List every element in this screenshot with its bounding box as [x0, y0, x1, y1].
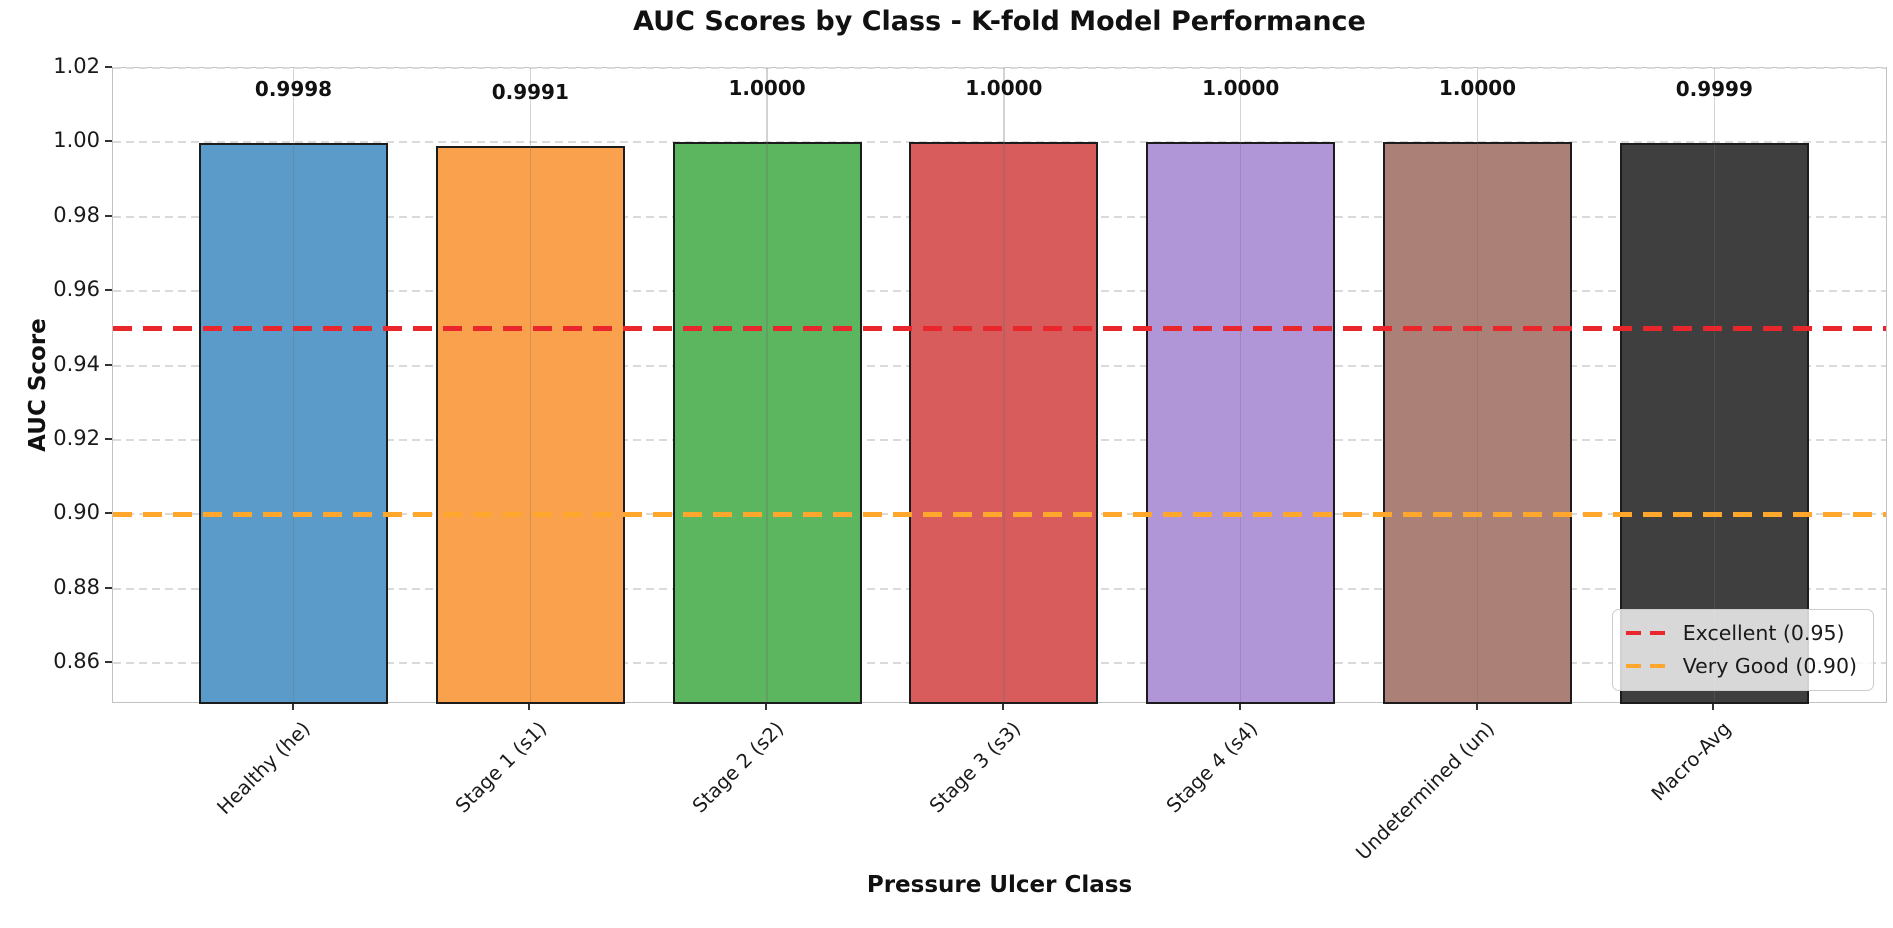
y-tick-label: 0.88: [53, 574, 100, 599]
legend-dashed-line-sample: [1625, 630, 1670, 636]
bar-value-label: 0.9998: [254, 77, 333, 102]
y-tick-mark: [105, 66, 112, 68]
bar-Stage 3 (s3): [909, 142, 1099, 704]
x-tick-label: Stage 4 (s4): [1161, 717, 1262, 818]
x-tick-label: Stage 3 (s3): [924, 717, 1026, 818]
bar-Stage 1 (s1): [435, 145, 625, 704]
legend-dashed-line-sample: [1625, 663, 1670, 669]
bar-Stage 2 (s2): [672, 142, 862, 704]
y-tick-label: 0.96: [53, 277, 100, 302]
y-tick-mark: [105, 586, 112, 589]
legend: Excellent (0.95) Very Good (0.90): [1611, 609, 1874, 691]
y-tick-label: 0.86: [53, 649, 100, 674]
x-gridline: [1713, 68, 1715, 702]
x-tick-mark: [1001, 703, 1004, 710]
y-tick-mark: [105, 661, 112, 664]
plot-area: 0.9998 0.9991 1.0000 1.0000 1.0000 1.0000 0.99…: [112, 67, 1887, 704]
reference-line-0.95: [113, 326, 1886, 331]
x-tick-label: Stage 1 (s1): [451, 717, 552, 818]
y-tick-mark: [105, 289, 112, 292]
x-tick-mark: [291, 703, 294, 710]
x-tick-mark: [1475, 703, 1478, 710]
bar-Undetermined (un): [1383, 142, 1572, 704]
x-gridline: [1476, 68, 1479, 702]
x-gridline: [529, 68, 531, 702]
legend-entry: Excellent (0.95): [1625, 621, 1857, 645]
legend-entry: Very Good (0.90): [1625, 654, 1857, 678]
bar-Healthy (he): [199, 143, 388, 704]
legend-label: Excellent (0.95): [1682, 621, 1845, 645]
x-gridline: [292, 68, 295, 702]
bar-value-label: 1.0000: [965, 76, 1043, 101]
x-tick-mark: [1238, 703, 1241, 710]
bar-value-label: 1.0000: [728, 76, 806, 101]
bar-value-label: 1.0000: [1202, 76, 1280, 101]
x-gridline: [1003, 68, 1005, 702]
y-tick-mark: [105, 363, 112, 366]
x-tick-label: Stage 2 (s2): [688, 717, 789, 818]
bar-value-label: 1.0000: [1438, 76, 1517, 101]
y-axis-label: AUC Score: [25, 318, 51, 452]
y-tick-label: 1.02: [53, 54, 100, 78]
x-tick-mark: [528, 703, 531, 710]
y-tick-label: 0.98: [53, 202, 100, 227]
y-tick-label: 0.94: [53, 351, 100, 376]
x-gridline: [1240, 68, 1242, 702]
y-tick-label: 0.90: [53, 500, 100, 525]
y-tick-mark: [105, 512, 112, 515]
y-tick-label: 0.92: [53, 425, 100, 450]
bar-value-label: 0.9999: [1675, 76, 1753, 101]
x-tick-mark: [765, 703, 768, 710]
x-tick-label: Healthy (he): [212, 717, 315, 820]
chart-title: AUC Scores by Class - K-fold Model Perfo…: [633, 6, 1366, 37]
y-tick-label: 1.00: [53, 128, 100, 153]
bar-Stage 4 (s4): [1146, 142, 1336, 704]
y-tick-mark: [105, 437, 112, 440]
legend-label: Very Good (0.90): [1682, 654, 1857, 678]
y-tick-mark: [105, 140, 112, 143]
x-tick-mark: [1712, 703, 1715, 710]
x-gridline: [766, 68, 768, 702]
x-axis-label: Pressure Ulcer Class: [866, 872, 1133, 898]
y-gridline: [113, 67, 1886, 69]
y-tick-mark: [105, 214, 112, 217]
bar-value-label: 0.9991: [491, 79, 569, 104]
reference-line-0.9: [113, 512, 1886, 517]
x-tick-label: Macro-Avg: [1647, 717, 1736, 806]
x-tick-label: Undetermined (un): [1351, 717, 1499, 865]
